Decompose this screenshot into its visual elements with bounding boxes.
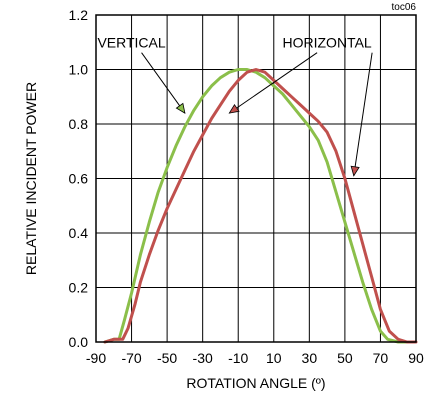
x-tick-label: -70 xyxy=(121,350,141,366)
x-axis-label: ROTATION ANGLE (º) xyxy=(186,375,325,391)
annotation-arrow-line xyxy=(229,52,318,114)
series-line-horizontal xyxy=(103,68,418,344)
x-tick-label: 70 xyxy=(373,350,389,366)
annotation-vertical: VERTICAL xyxy=(97,35,165,51)
series-lines xyxy=(103,68,418,344)
x-tick-label: 90 xyxy=(408,350,424,366)
plot-frame xyxy=(95,14,417,343)
x-tick-label: -30 xyxy=(193,350,213,366)
x-tick-label: 30 xyxy=(302,350,318,366)
x-tick-label: -90 xyxy=(86,350,106,366)
annotation-arrowhead xyxy=(228,103,240,114)
grid xyxy=(96,15,416,342)
series-line-vertical xyxy=(103,68,409,344)
y-tick-label: 0.2 xyxy=(69,280,89,296)
annotation-arrowhead xyxy=(175,102,186,114)
annotation-arrowhead xyxy=(350,165,360,177)
y-tick-label: 1.0 xyxy=(69,62,89,78)
y-tick-label: 0.6 xyxy=(69,171,89,187)
chart-tag: toc06 xyxy=(392,2,417,13)
y-tick-label: 0.8 xyxy=(69,116,89,132)
x-tick-label: 50 xyxy=(337,350,353,366)
annotation-arrow-line xyxy=(141,52,186,114)
x-tick-label: 10 xyxy=(266,350,282,366)
annotation-horizontal: HORIZONTAL xyxy=(283,35,372,51)
y-axis-label: RELATIVE INCIDENT POWER xyxy=(23,82,39,275)
y-tick-label: 1.2 xyxy=(69,7,89,23)
annotations: VERTICAL HORIZONTAL xyxy=(97,35,373,177)
x-tick-label: -10 xyxy=(228,350,248,366)
x-tick-label: -50 xyxy=(157,350,177,366)
annotation-arrow-line xyxy=(353,52,373,176)
y-tick-label: 0.4 xyxy=(69,225,89,241)
y-tick-label: 0.0 xyxy=(69,334,89,350)
tick-labels: -90 -70 -50 -30 -10 10 30 50 70 90 0.0 0.2 0.4 0.6 0.8… xyxy=(69,7,424,366)
